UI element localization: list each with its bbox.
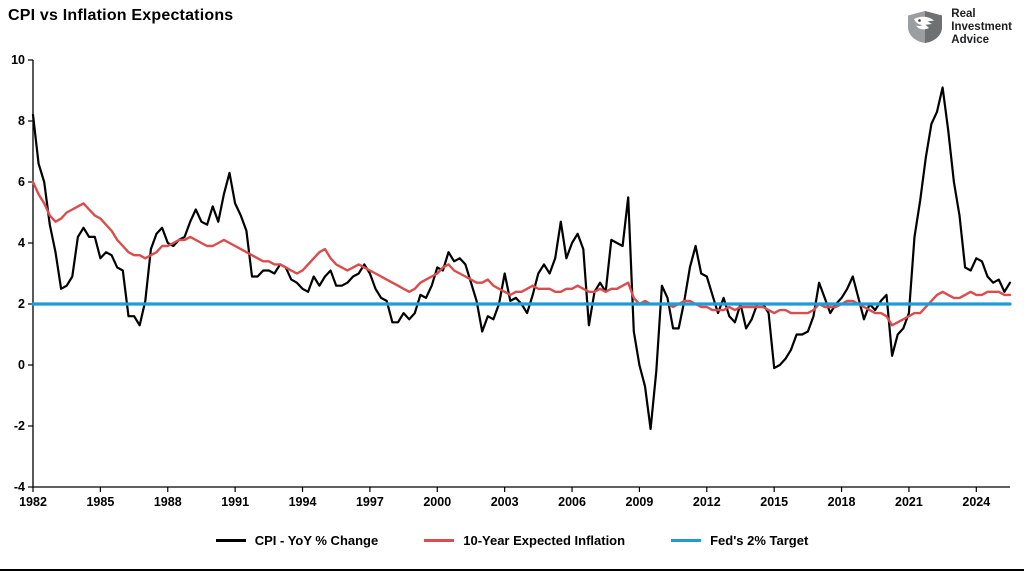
series-line-0 [31,86,1012,431]
x-tick-label: 2012 [693,495,721,509]
x-tick-label: 2021 [895,495,923,509]
chart-title: CPI vs Inflation Expectations [8,7,234,24]
brand-line-1: Real [951,8,976,20]
brand-name: Real Investment Advice [951,8,1012,47]
legend-item-expected-inflation: 10-Year Expected Inflation [424,533,625,548]
x-tick-label: 1985 [86,495,114,509]
x-tick-label: 1982 [19,495,47,509]
y-tick-label: -2 [14,419,25,433]
legend-swatch-fed-target [671,538,702,542]
x-tick-label: 2000 [423,495,451,509]
x-tick-label: 2015 [760,495,788,509]
legend-label-fed-target: Fed's 2% Target [710,532,809,548]
y-tick-label: 10 [11,53,25,67]
y-tick-label: 2 [18,297,25,311]
legend-item-cpi: CPI - YoY % Change [215,532,379,548]
x-tick-label: 1991 [221,495,249,509]
series-line-1 [31,180,1012,327]
chart-legend: CPI - YoY % Change 10-Year Expected Infl… [0,520,1024,560]
x-tick-label: 1997 [356,495,384,509]
x-tick-label: 1988 [154,495,182,509]
y-tick-label: 8 [18,114,25,128]
x-tick-label: 1994 [289,495,317,509]
brand-logo: Real Investment Advice [906,8,1012,47]
x-tick-label: 2018 [828,495,856,509]
x-tick-label: 2009 [626,495,654,509]
brand-line-2: Investment [951,20,1012,33]
chart-header: CPI vs Inflation Expectations Real Inves… [0,0,1024,46]
x-tick-label: 2024 [962,495,990,509]
line-chart: -4 -2 0 2 4 6 8 10 1982 1985 1988 1991 1994 1997 2000 2… [11,53,1012,509]
legend-label-cpi: CPI - YoY % Change [254,532,379,548]
y-tick-label: -4 [14,480,25,494]
eagle-icon [908,11,943,44]
y-tick-label: 6 [18,175,25,189]
legend-swatch-expected-inflation [424,538,455,542]
legend-label-expected-inflation: 10-Year Expected Inflation [463,532,626,548]
x-tick-label: 2006 [558,495,586,509]
x-tick-label: 2003 [491,495,519,509]
legend-item-fed-target: Fed's 2% Target [671,533,808,548]
y-tick-label: 4 [18,236,25,250]
legend-swatch-cpi [215,538,246,542]
brand-line-3: Advice [951,33,989,46]
y-tick-label: 0 [18,358,25,372]
